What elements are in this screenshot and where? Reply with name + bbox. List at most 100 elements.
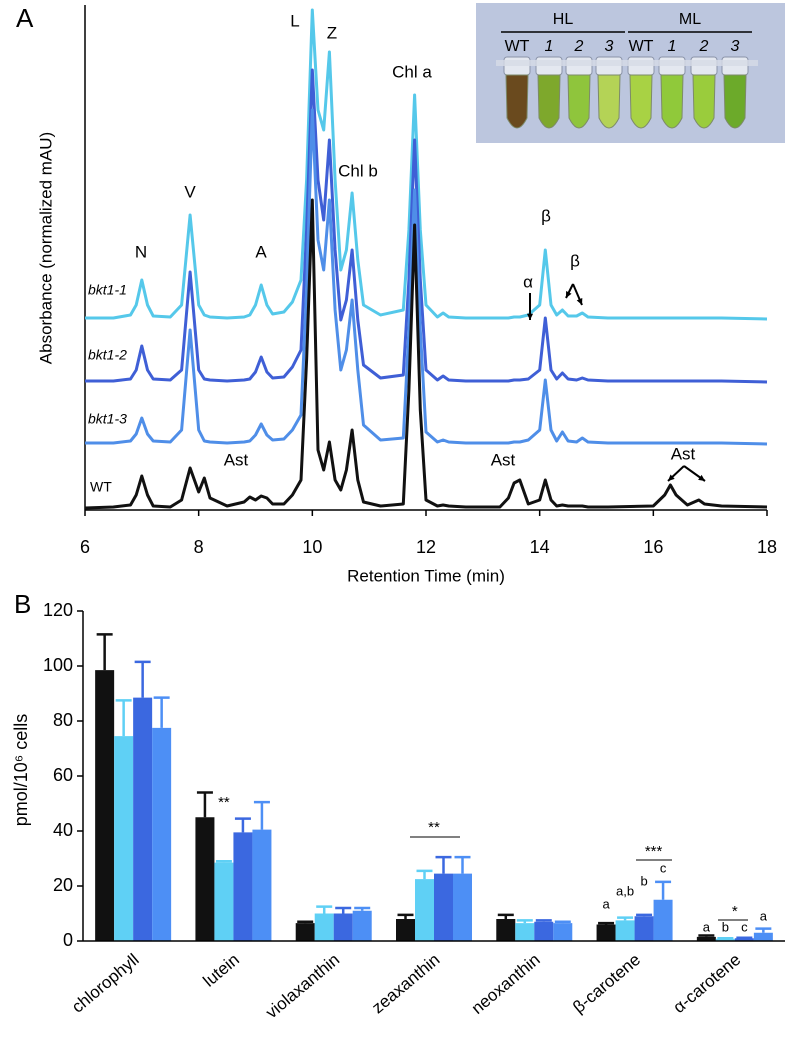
lane-label: WT xyxy=(505,38,530,55)
bar xyxy=(415,879,434,941)
x-tick-label: 6 xyxy=(80,537,90,557)
significance-label: b xyxy=(640,873,647,888)
peak-label: Ast xyxy=(224,450,249,469)
x-tick-label: neoxanthin xyxy=(468,950,544,1018)
error-bar xyxy=(736,936,753,939)
tube xyxy=(660,74,684,129)
bar xyxy=(252,829,272,941)
x-tick-label: β-carotene xyxy=(569,950,644,1017)
error-bar xyxy=(598,921,615,925)
error-bar xyxy=(454,855,471,874)
x-tick-label: lutein xyxy=(200,950,243,991)
peak-label: Chl b xyxy=(338,161,378,180)
error-bar xyxy=(397,913,414,919)
peak-label: Ast xyxy=(671,444,696,463)
tube xyxy=(629,74,653,129)
lane-label: 1 xyxy=(668,38,677,55)
y-tick-label: 80 xyxy=(53,710,73,730)
x-tick-label: 8 xyxy=(194,537,204,557)
y-axis-label: pmol/10⁶ cells xyxy=(11,714,31,826)
x-tick-label: 18 xyxy=(757,537,777,557)
arrow-head xyxy=(566,291,572,298)
error-bar xyxy=(297,920,314,924)
panel-label: B xyxy=(14,589,31,619)
y-tick-label: 40 xyxy=(53,820,73,840)
lane-label: 2 xyxy=(699,38,709,55)
y-axis-label: Absorbance (normalized mAU) xyxy=(36,132,55,364)
tube xyxy=(567,74,591,129)
error-bar xyxy=(115,699,132,737)
error-bar xyxy=(698,934,715,937)
bar xyxy=(734,938,754,941)
error-bar xyxy=(755,927,772,933)
error-bar xyxy=(335,906,352,914)
error-bar xyxy=(134,660,151,698)
y-tick-label: 60 xyxy=(53,765,73,785)
bar xyxy=(214,862,234,941)
y-tick-label: 100 xyxy=(43,655,73,675)
bar xyxy=(696,936,716,941)
panel-label: A xyxy=(16,3,34,33)
peak-label: Ast xyxy=(491,450,516,469)
arrow-head xyxy=(668,474,675,481)
trace xyxy=(85,68,768,384)
trace xyxy=(85,8,768,321)
arrow-head xyxy=(698,474,705,481)
arrow-head xyxy=(526,313,534,320)
error-bar xyxy=(655,880,672,900)
error-bar xyxy=(316,905,333,914)
error-bar xyxy=(535,919,552,922)
bar xyxy=(434,873,453,941)
group-label: HL xyxy=(553,11,574,28)
error-bar xyxy=(516,919,533,924)
bar xyxy=(634,916,654,941)
peak-label: N xyxy=(135,242,147,261)
significance-label: * xyxy=(732,903,738,920)
error-bar xyxy=(234,817,251,833)
error-bar xyxy=(717,937,734,940)
peak-label: V xyxy=(184,182,196,201)
error-bar xyxy=(497,913,514,919)
y-tick-label: 20 xyxy=(53,875,73,895)
significance-label: a xyxy=(703,919,711,934)
significance-label: *** xyxy=(645,843,663,860)
peak-label: Chl a xyxy=(392,62,432,81)
error-bar xyxy=(416,869,433,880)
error-bar xyxy=(636,913,653,917)
bar xyxy=(753,932,773,941)
significance-label: a xyxy=(602,896,610,911)
lane-label: 3 xyxy=(605,38,614,55)
bar xyxy=(195,817,215,941)
peak-label: α xyxy=(523,272,533,291)
trace xyxy=(85,108,768,446)
x-tick-label: α-carotene xyxy=(670,950,745,1017)
trace-label: bkt1-3 xyxy=(88,411,127,427)
error-bar xyxy=(253,800,270,830)
bar xyxy=(396,919,415,941)
x-tick-label: 14 xyxy=(530,537,550,557)
error-bar xyxy=(96,633,113,671)
peak-label: L xyxy=(290,11,299,30)
bar xyxy=(496,919,516,941)
tube xyxy=(505,74,529,129)
trace-label: WT xyxy=(90,479,112,495)
error-bar xyxy=(435,855,452,874)
significance-label: c xyxy=(741,919,748,934)
x-tick-label: chlorophyll xyxy=(68,950,142,1017)
bar xyxy=(314,913,334,941)
bar xyxy=(333,913,353,941)
error-bar xyxy=(153,696,170,728)
trace-label: bkt1-2 xyxy=(88,347,127,363)
lane-label: 2 xyxy=(574,38,584,55)
bar xyxy=(553,923,573,941)
bar xyxy=(534,921,554,941)
peak-label: β xyxy=(570,251,580,270)
lane-label: 1 xyxy=(545,38,554,55)
x-tick-label: zeaxanthin xyxy=(368,950,443,1017)
x-tick-label: 10 xyxy=(302,537,322,557)
lane-label: WT xyxy=(629,38,654,55)
bar xyxy=(295,923,315,941)
tube xyxy=(597,74,621,129)
significance-label: a,b xyxy=(616,883,634,898)
